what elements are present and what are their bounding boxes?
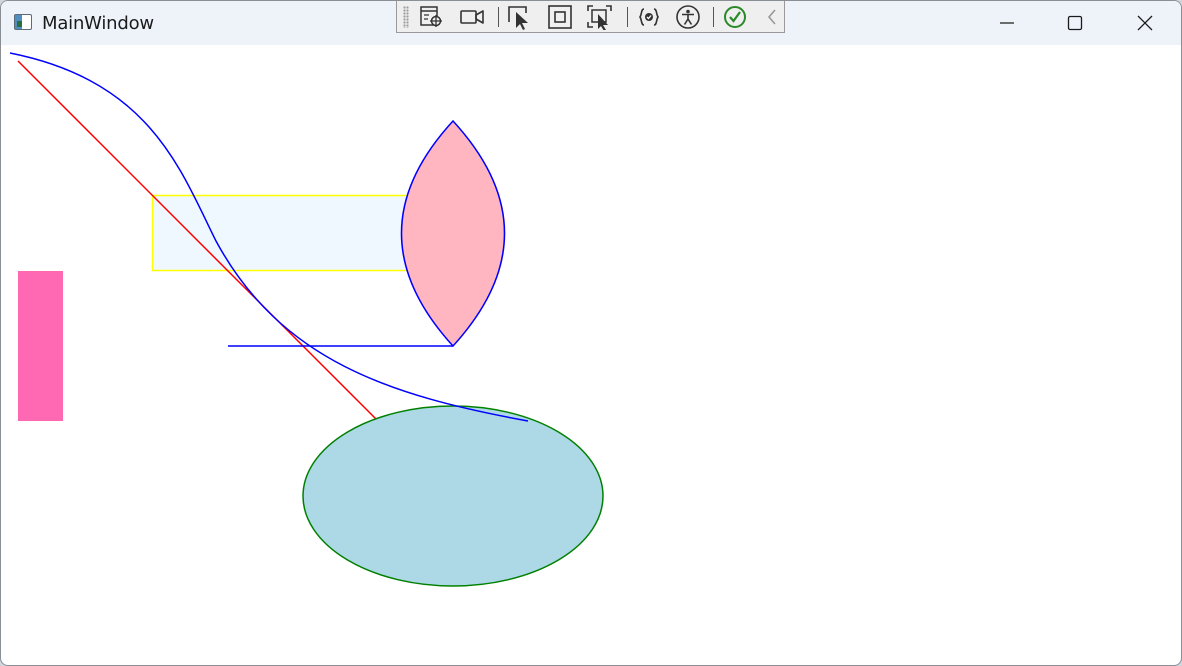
blue-bezier-curve [9,52,529,422]
accessibility-checker-icon[interactable] [674,4,702,30]
light-blue-ellipse [302,405,604,587]
title-bar[interactable]: MainWindow [1,1,1181,45]
binding-failures-icon[interactable] [635,4,663,30]
maximize-button[interactable] [1041,1,1109,45]
toolbar-separator [498,7,499,27]
red-diagonal-line [17,60,377,420]
minimize-icon [1000,22,1014,24]
minimize-button[interactable] [973,1,1041,45]
window-title: MainWindow [42,13,154,34]
pink-lens-shape [400,119,506,348]
track-focused-element-icon[interactable] [586,4,614,30]
display-layout-adorners-icon[interactable] [546,4,574,30]
toolbar-separator [627,7,628,27]
toolbar-grip[interactable] [403,6,409,28]
maximize-icon [1067,15,1083,31]
live-visual-tree-icon[interactable] [418,4,446,30]
select-element-icon[interactable] [506,4,534,30]
checkmark-icon[interactable] [721,4,749,30]
collapse-chevron-icon[interactable] [758,4,786,30]
window-app-icon [14,14,32,30]
close-icon [1137,15,1153,31]
close-button[interactable] [1111,1,1179,45]
camera-icon[interactable] [458,4,486,30]
wpf-runtime-toolbar [396,1,785,33]
drawing-canvas [9,52,604,587]
toolbar-separator [713,7,714,27]
hot-pink-rectangle [18,271,63,421]
